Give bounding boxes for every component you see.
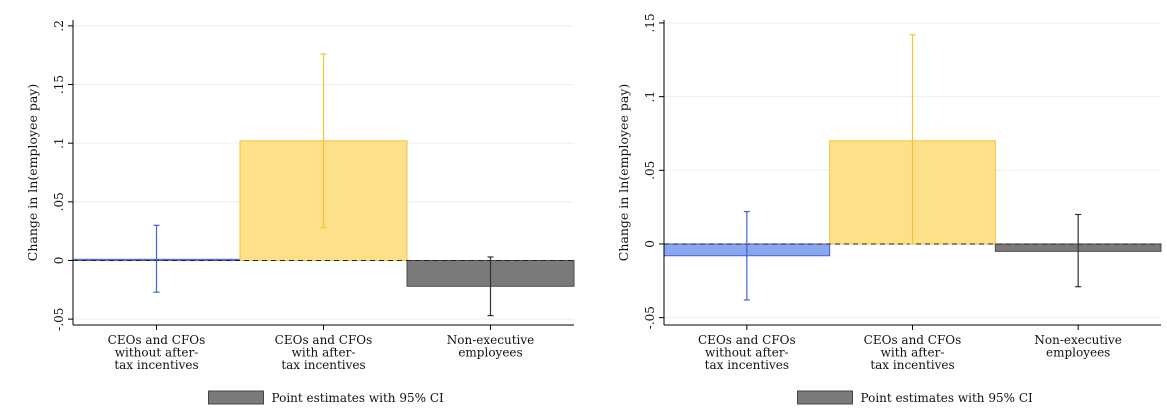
x-tick-label: tax incentives: [114, 358, 198, 372]
y-tick-label: 0: [643, 240, 657, 248]
chart-panel-1: -.05 0 .05 .1 .15 .2 Change in ln(employee pay…: [25, 20, 575, 405]
y-tick-label: -.05: [52, 308, 66, 331]
y-tick-label: .1: [643, 91, 657, 102]
x-tick-label: employees: [1046, 346, 1110, 360]
x-tick-label: Non-executive: [447, 333, 534, 347]
x-tick-label: CEOs and CFOs: [108, 333, 206, 347]
x-tick-label: with after-: [881, 346, 945, 360]
legend-swatch: [797, 390, 853, 405]
x-tick-label: tax incentives: [281, 358, 365, 372]
x-tick-label: tax incentives: [870, 358, 954, 372]
x-tick-label: tax incentives: [705, 358, 789, 372]
x-tick-label: Non-executive: [1034, 333, 1121, 347]
x-tick-label: CEOs and CFOs: [698, 333, 796, 347]
legend-swatch: [208, 390, 264, 405]
y-tick-label: .1: [52, 137, 66, 148]
x-tick-label: CEOs and CFOs: [275, 333, 373, 347]
legend-label: Point estimates with 95% CI: [861, 391, 1034, 405]
chart-panel-2: -.05 0 .05 .1 .15 Change in ln(employee pay) C…: [616, 13, 1162, 405]
y-tick-label: 0: [52, 257, 66, 265]
x-tick-label: without after-: [115, 346, 199, 360]
y-axis-label: Change in ln(employee pay): [616, 84, 631, 261]
y-axis-label: Change in ln(employee pay): [25, 84, 40, 261]
y-tick-label: .15: [52, 75, 66, 94]
x-tick-label: CEOs and CFOs: [864, 333, 962, 347]
y-tick-label: .2: [52, 20, 66, 31]
x-tick-label: employees: [458, 346, 522, 360]
x-tick-label: with after-: [292, 346, 356, 360]
y-tick-label: .15: [643, 13, 657, 32]
x-tick-label: without after-: [705, 346, 789, 360]
y-tick-label: -.05: [643, 306, 657, 329]
y-tick-label: .05: [52, 192, 66, 211]
y-tick-label: .05: [643, 161, 657, 180]
legend-label: Point estimates with 95% CI: [272, 391, 445, 405]
